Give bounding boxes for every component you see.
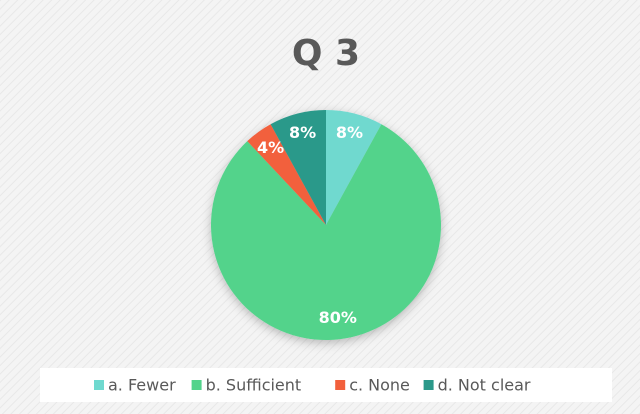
- data-label: 8%: [336, 123, 363, 142]
- pie-slice: [247, 124, 326, 225]
- legend-band: [40, 368, 612, 402]
- data-label: 8%: [289, 123, 316, 142]
- legend-swatch: [335, 380, 346, 390]
- pie-slice: [326, 110, 382, 225]
- legend-label: a. Fewer: [108, 376, 176, 395]
- legend-label: b. Sufficient: [206, 376, 302, 395]
- data-label: 4%: [257, 138, 284, 157]
- pie-slice: [270, 110, 326, 225]
- legend-label: d. Not clear: [438, 376, 531, 395]
- legend-label: c. None: [349, 376, 410, 395]
- legend-swatch: [423, 380, 434, 390]
- legend-swatch: [94, 380, 104, 390]
- pie: [210, 110, 441, 340]
- pie-slice: [210, 124, 441, 340]
- data-label: 80%: [319, 308, 357, 327]
- legend-swatch: [191, 380, 202, 390]
- chart-title: Q 3: [292, 33, 360, 74]
